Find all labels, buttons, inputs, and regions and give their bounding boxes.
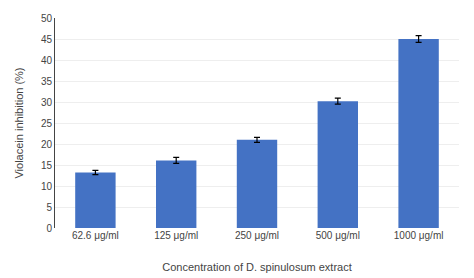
svg-text:45: 45 <box>41 34 53 45</box>
svg-text:1000 μg/ml: 1000 μg/ml <box>394 230 444 241</box>
svg-text:5: 5 <box>46 202 52 213</box>
svg-text:35: 35 <box>41 76 53 87</box>
svg-text:125 μg/ml: 125 μg/ml <box>154 230 198 241</box>
svg-text:0: 0 <box>46 223 52 234</box>
svg-text:Concentration of D. spinulosum: Concentration of D. spinulosum extract <box>162 261 352 273</box>
svg-text:50: 50 <box>41 13 53 24</box>
svg-text:250 μg/ml: 250 μg/ml <box>235 230 279 241</box>
svg-text:Violacein inhibition (%): Violacein inhibition (%) <box>13 67 25 178</box>
svg-text:500 μg/ml: 500 μg/ml <box>316 230 360 241</box>
svg-text:40: 40 <box>41 55 53 66</box>
svg-text:25: 25 <box>41 118 53 129</box>
svg-text:15: 15 <box>41 160 53 171</box>
svg-text:20: 20 <box>41 139 53 150</box>
svg-text:62.6 μg/ml: 62.6 μg/ml <box>72 230 119 241</box>
svg-text:10: 10 <box>41 181 53 192</box>
svg-text:30: 30 <box>41 97 53 108</box>
